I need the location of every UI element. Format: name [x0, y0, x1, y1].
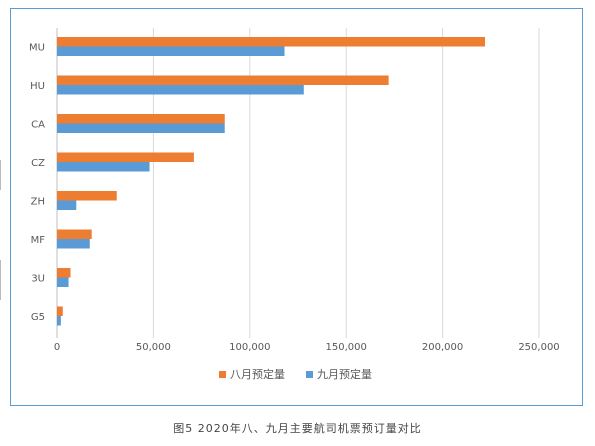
bar-september [57, 46, 285, 56]
y-tick-label: ZH [31, 197, 45, 208]
x-tick-label: 150,000 [326, 342, 367, 353]
bar-september [57, 123, 225, 133]
x-tick-label: 200,000 [422, 342, 463, 353]
legend-swatch [306, 371, 313, 378]
y-tick-label: 3U [31, 274, 45, 285]
bar-august [57, 37, 486, 47]
x-tick-label: 100,000 [229, 342, 270, 353]
bar-september [57, 200, 77, 210]
y-tick-label: HU [30, 81, 45, 92]
x-tick-label: 0 [54, 342, 60, 353]
legend-label: 八月预定量 [230, 367, 285, 381]
legend-label: 九月预定量 [317, 367, 372, 381]
y-tick-label: CA [31, 120, 45, 131]
y-tick-label: MF [31, 235, 46, 246]
bar-august [57, 114, 225, 124]
figure-caption: 图5 2020年八、九月主要航司机票预订量对比 [173, 422, 422, 435]
left-edge-mark [0, 160, 1, 190]
bar-august [57, 306, 63, 316]
bar-august [57, 191, 117, 201]
y-tick-label: CZ [31, 158, 45, 169]
bar-september [57, 277, 69, 287]
bar-september [57, 316, 61, 326]
bar-august [57, 268, 71, 278]
bar-september [57, 85, 304, 95]
x-tick-label: 250,000 [518, 342, 559, 353]
chart-frame [10, 8, 583, 406]
legend-swatch [219, 371, 226, 378]
bar-september [57, 162, 150, 172]
bar-august [57, 75, 389, 85]
y-tick-label: MU [29, 43, 45, 54]
x-tick-label: 50,000 [136, 342, 171, 353]
left-edge-mark [0, 260, 1, 300]
bar-september [57, 239, 90, 249]
bar-august [57, 229, 92, 239]
bar-august [57, 152, 194, 162]
y-tick-label: G5 [31, 312, 45, 323]
